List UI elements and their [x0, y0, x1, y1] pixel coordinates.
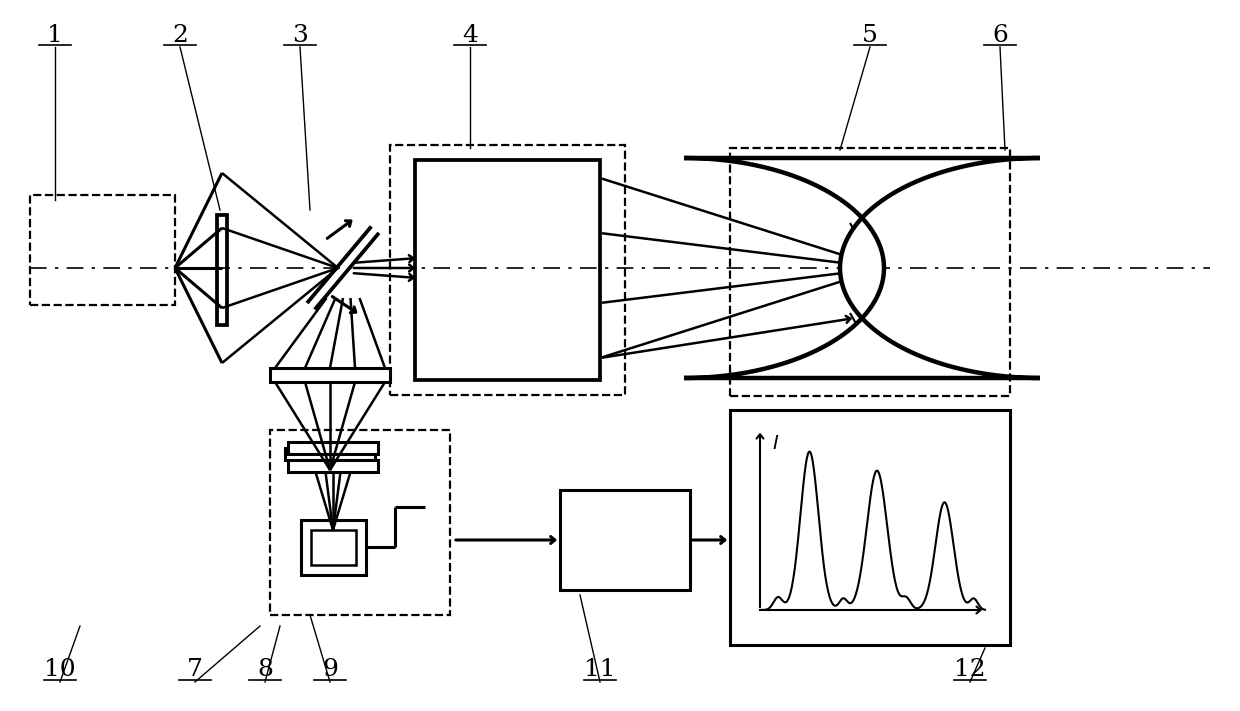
Text: 4: 4	[463, 23, 477, 46]
Text: 6: 6	[992, 23, 1008, 46]
Polygon shape	[684, 158, 1040, 378]
Text: 1: 1	[47, 23, 63, 46]
Bar	[288, 442, 378, 454]
Text: 9: 9	[322, 658, 339, 682]
Bar	[730, 148, 1011, 396]
Bar	[560, 490, 689, 590]
Text: 2: 2	[172, 23, 188, 46]
Text: 8: 8	[257, 658, 273, 682]
Text: 7: 7	[187, 658, 203, 682]
Bar	[30, 195, 175, 305]
Bar	[730, 410, 1011, 645]
Bar	[301, 520, 366, 575]
Text: 3: 3	[293, 23, 308, 46]
Text: 10: 10	[45, 658, 76, 682]
Bar	[270, 430, 450, 615]
Text: $I$: $I$	[773, 435, 779, 453]
Text: 12: 12	[955, 658, 986, 682]
Bar	[311, 530, 356, 565]
Bar	[391, 145, 625, 395]
Bar	[285, 448, 374, 460]
Bar	[217, 215, 227, 325]
Bar	[270, 368, 391, 382]
Text: 5: 5	[862, 23, 878, 46]
Text: 11: 11	[584, 658, 616, 682]
Bar	[288, 460, 378, 472]
Bar	[415, 160, 600, 380]
